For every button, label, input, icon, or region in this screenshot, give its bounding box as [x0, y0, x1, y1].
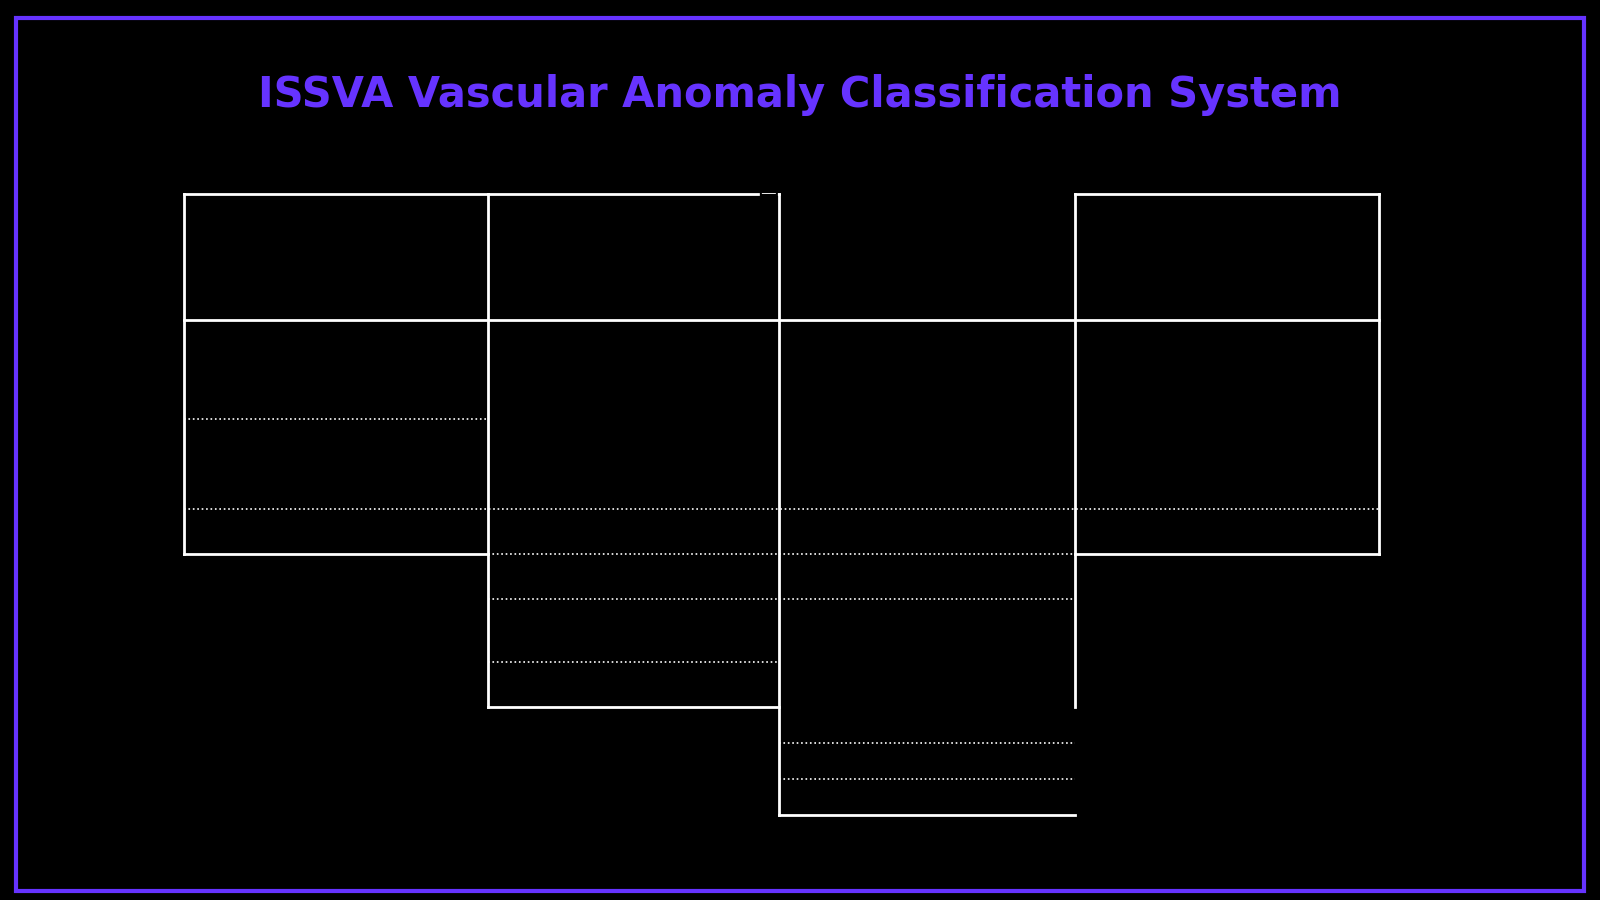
Text: ISSVA Vascular Anomaly Classification System: ISSVA Vascular Anomaly Classification Sy… [258, 74, 1342, 115]
Text: 🤓: 🤓 [757, 163, 779, 197]
